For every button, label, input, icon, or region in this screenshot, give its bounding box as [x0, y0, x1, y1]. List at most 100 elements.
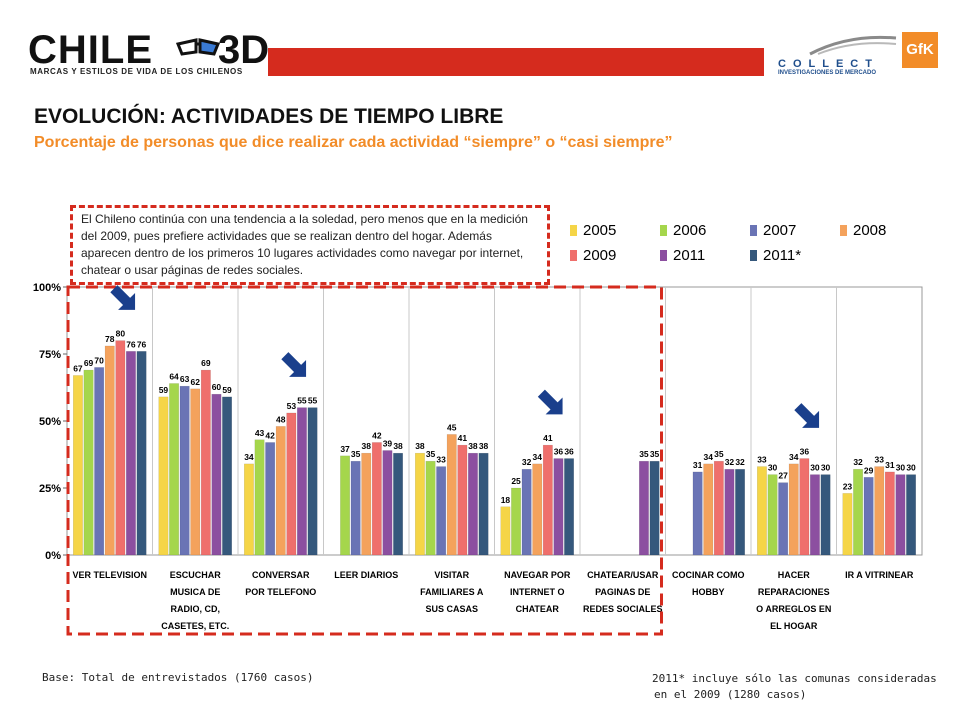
footer-base: Base: Total de entrevistados (1760 casos…	[42, 671, 314, 684]
data-label: 30	[810, 463, 820, 473]
data-label: 48	[276, 414, 286, 424]
bar	[200, 369, 211, 556]
category-label: REDES SOCIALES	[583, 604, 663, 614]
bar	[115, 340, 126, 556]
data-label: 32	[735, 457, 745, 467]
bar	[244, 463, 254, 556]
bar	[286, 412, 297, 556]
data-label: 36	[800, 447, 810, 457]
bar	[254, 439, 265, 556]
bar	[190, 388, 201, 556]
bar	[158, 396, 169, 556]
data-label: 30	[821, 463, 831, 473]
data-label: 38	[362, 441, 372, 451]
legend-swatch	[570, 225, 577, 236]
bar	[436, 466, 447, 556]
bar	[126, 351, 136, 556]
footer-note: 2011* incluye sólo las comunas considera…	[652, 671, 937, 703]
bar	[799, 458, 810, 556]
data-label: 59	[222, 385, 232, 395]
bar	[542, 444, 553, 556]
chile3d-logo: CHILE 3D MARCAS Y ESTILOS DE VIDA DE LOS…	[28, 28, 273, 83]
data-label: 37	[340, 444, 350, 454]
data-label: 63	[180, 374, 190, 384]
category-label: MUSICA DE	[170, 587, 220, 597]
bar	[500, 506, 511, 556]
bar	[361, 452, 372, 556]
category-label: CONVERSAR	[252, 570, 310, 580]
bar	[692, 471, 703, 556]
bar	[757, 466, 767, 556]
data-label: 29	[864, 465, 874, 475]
data-label: 45	[447, 422, 457, 432]
data-label: 76	[126, 339, 136, 349]
arrow-shape	[110, 285, 136, 310]
arrow-icon	[794, 403, 820, 428]
legend-swatch	[750, 225, 757, 236]
page-subtitle: Porcentaje de personas que dice realizar…	[34, 134, 673, 151]
legend-item: 2006	[660, 222, 706, 239]
bar	[553, 458, 564, 556]
data-label: 38	[415, 441, 425, 451]
gfk-logo: GfK	[902, 32, 938, 68]
bar	[884, 471, 895, 556]
bar	[788, 463, 799, 556]
header-red-bar	[268, 48, 764, 76]
category-label: VISITAR	[434, 570, 469, 580]
bar	[842, 493, 853, 556]
bar	[724, 468, 735, 556]
data-label: 31	[885, 460, 895, 470]
logo-text: CHILE	[28, 28, 153, 72]
data-label: 35	[714, 449, 724, 459]
data-label: 34	[533, 452, 543, 462]
data-label: 32	[522, 457, 532, 467]
data-label: 30	[896, 463, 906, 473]
data-label: 18	[501, 495, 511, 505]
category-label: VER TELEVISION	[72, 570, 147, 580]
category-label: CHATEAR/USAR	[587, 570, 659, 580]
data-label: 34	[704, 452, 714, 462]
bar	[810, 474, 820, 556]
category-label: NAVEGAR POR	[504, 570, 571, 580]
bar	[703, 463, 714, 556]
data-label: 78	[105, 334, 115, 344]
legend-label: 2009	[583, 247, 617, 264]
legend-item: 2007	[750, 222, 796, 239]
category-label: COCINAR COMO	[672, 570, 745, 580]
category-label: LEER DIARIOS	[334, 570, 398, 580]
bar	[169, 383, 180, 556]
data-label: 32	[853, 457, 863, 467]
data-label: 69	[84, 358, 94, 368]
annotation-note: El Chileno continúa con una tendencia a …	[70, 205, 550, 285]
data-label: 41	[543, 433, 553, 443]
bar	[457, 444, 468, 556]
y-tick-label: 0%	[45, 550, 61, 562]
y-tick-label: 75%	[39, 349, 61, 361]
category-label: REPARACIONES	[758, 587, 830, 597]
bar	[468, 452, 478, 556]
category-label: SUS CASAS	[425, 604, 478, 614]
bar	[820, 474, 831, 556]
collect-gfk-logo: COLLECT INVESTIGACIONES DE MERCADO GfK	[778, 30, 938, 80]
legend-item: 2011*	[750, 247, 801, 264]
y-tick-label: 50%	[39, 416, 61, 428]
highlight-box	[66, 285, 663, 636]
data-label: 33	[875, 455, 885, 465]
3d-glasses-icon	[176, 38, 220, 56]
category-label: IR A VITRINEAR	[845, 570, 914, 580]
data-label: 42	[265, 430, 275, 440]
data-label: 67	[73, 363, 83, 373]
bar	[478, 452, 489, 556]
bar	[532, 463, 543, 556]
bar	[393, 452, 404, 556]
data-label: 34	[789, 452, 799, 462]
category-label: EL HOGAR	[770, 621, 818, 631]
category-label: FAMILIARES A	[420, 587, 484, 597]
data-label: 38	[479, 441, 489, 451]
data-label: 25	[511, 476, 521, 486]
data-label: 69	[201, 358, 211, 368]
bar	[874, 466, 885, 556]
arrow-icon	[281, 352, 307, 377]
logo-3d: 3D	[218, 28, 270, 72]
